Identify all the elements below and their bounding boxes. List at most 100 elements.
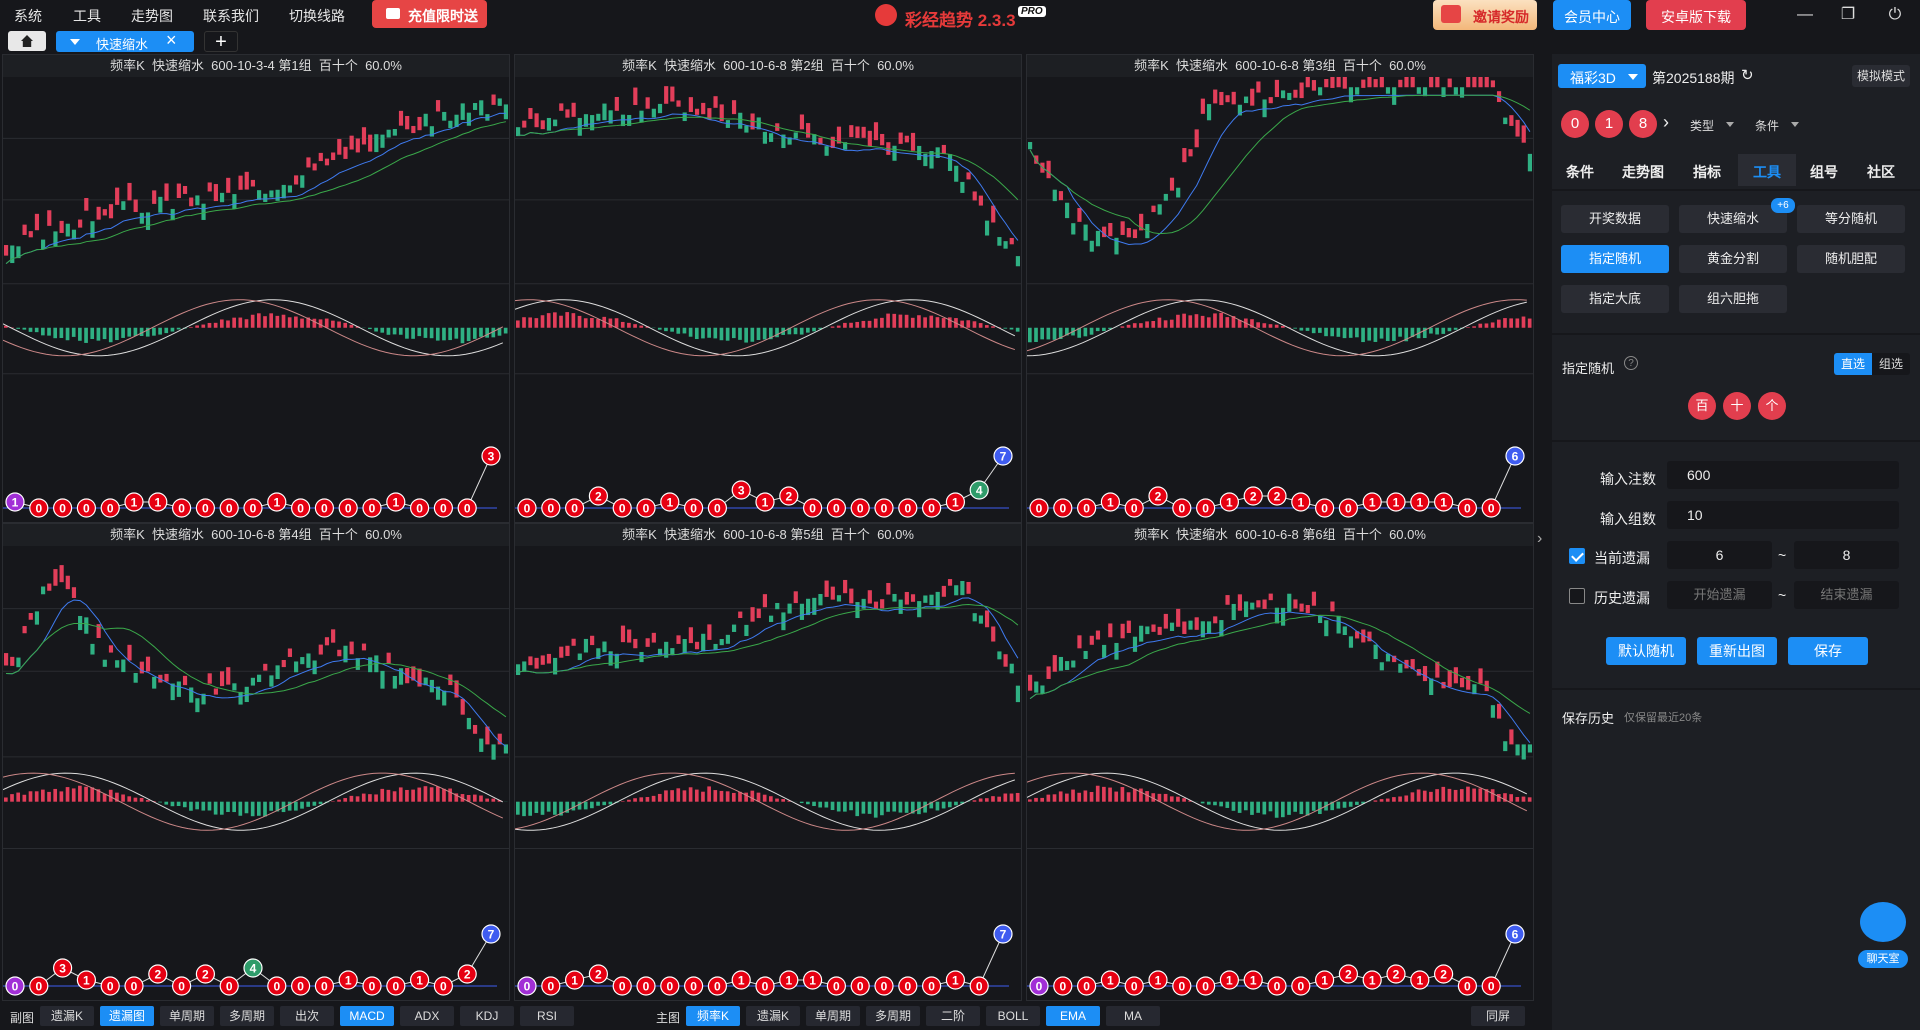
sub-btn-omit-chart[interactable]: 遗漏图: [100, 1006, 154, 1026]
candle: [645, 638, 650, 647]
omit-ball: 0: [922, 976, 942, 996]
default-random-button[interactable]: 默认随机: [1606, 637, 1686, 665]
main-btn-multi-period[interactable]: 多周期: [866, 1006, 920, 1026]
menu-contact[interactable]: 联系我们: [203, 8, 259, 24]
tool-random-banker[interactable]: 随机胆配: [1797, 245, 1905, 273]
type-select[interactable]: 类型: [1682, 112, 1740, 136]
chat-label: 聊天室: [1858, 950, 1908, 968]
group-select-toggle[interactable]: 组选: [1872, 353, 1910, 375]
menu-switch-line[interactable]: 切换线路: [289, 8, 345, 24]
candle: [435, 686, 441, 700]
tool-golden-split[interactable]: 黄金分割: [1679, 245, 1787, 273]
main-btn-freq-k[interactable]: 频率K: [686, 1006, 740, 1026]
help-icon[interactable]: ?: [1624, 356, 1638, 370]
candle: [1163, 613, 1168, 629]
current-omit-from-input[interactable]: 6: [1667, 541, 1772, 569]
recharge-button[interactable]: 充值限时送: [372, 0, 487, 28]
sub-btn-rsi[interactable]: RSI: [520, 1006, 574, 1026]
chat-room-button[interactable]: 聊天室: [1858, 902, 1908, 972]
android-download-button[interactable]: 安卓版下载: [1646, 0, 1746, 30]
sub-btn-multi-period[interactable]: 多周期: [220, 1006, 274, 1026]
pos-hundreds-button[interactable]: 百: [1688, 392, 1716, 420]
tool-group6-drag[interactable]: 组六胆拖: [1679, 285, 1787, 313]
pos-tens-button[interactable]: 十: [1723, 392, 1751, 420]
tool-equal-random[interactable]: 等分随机: [1797, 205, 1905, 233]
current-omit-checkbox[interactable]: [1569, 548, 1585, 564]
condition-select[interactable]: 条件: [1747, 112, 1805, 136]
candle: [281, 659, 286, 668]
pos-units-button[interactable]: 个: [1758, 392, 1786, 420]
chart-panel-5: 频率K 快速缩水 600-10-6-8 第5组 百十个 60.0% 0 0 1 2 0 0 0…: [514, 523, 1022, 1001]
omit-ball: 0: [338, 498, 358, 518]
sub-btn-occurrence[interactable]: 出次: [280, 1006, 334, 1026]
candle: [1515, 744, 1520, 756]
candle: [1182, 621, 1187, 635]
menu-system[interactable]: 系统: [14, 8, 42, 24]
omit-ball: 6: [1505, 924, 1525, 944]
main-btn-boll[interactable]: BOLL: [986, 1006, 1040, 1026]
power-icon[interactable]: ⏻: [1888, 6, 1902, 23]
groups-input[interactable]: 10: [1667, 501, 1899, 529]
candle: [830, 586, 835, 600]
save-button[interactable]: 保存: [1788, 637, 1868, 665]
main-btn-omit-k[interactable]: 遗漏K: [746, 1006, 800, 1026]
tab-community[interactable]: 社区: [1867, 164, 1895, 180]
candle: [1083, 224, 1088, 241]
tab-quick-shrink[interactable]: 快速缩水 ×: [56, 30, 194, 52]
redraw-button[interactable]: 重新出图: [1697, 637, 1777, 665]
same-screen-button[interactable]: 同屏: [1471, 1006, 1525, 1026]
tool-specified-base[interactable]: 指定大底: [1561, 285, 1669, 313]
tab-indicators[interactable]: 指标: [1693, 164, 1721, 180]
tab-conditions[interactable]: 条件: [1566, 164, 1594, 180]
main-btn-second-order[interactable]: 二阶: [926, 1006, 980, 1026]
direct-select-toggle[interactable]: 直选: [1834, 353, 1872, 375]
bets-input[interactable]: 600: [1667, 461, 1899, 489]
main-btn-ema[interactable]: EMA: [1046, 1006, 1100, 1026]
sub-btn-macd[interactable]: MACD: [340, 1006, 394, 1026]
candle: [1139, 625, 1144, 642]
omit-ball: 0: [362, 498, 382, 518]
candle: [1336, 615, 1341, 634]
menu-tools[interactable]: 工具: [73, 8, 101, 24]
omit-ball: 0: [314, 498, 334, 518]
sub-btn-adx[interactable]: ADX: [400, 1006, 454, 1026]
current-omit-to-input[interactable]: 8: [1794, 541, 1899, 569]
tab-groups[interactable]: 组号: [1810, 164, 1838, 180]
candle: [1453, 667, 1458, 684]
candle: [855, 602, 860, 619]
candle: [651, 108, 656, 118]
member-center-button[interactable]: 会员中心: [1553, 0, 1631, 30]
refresh-icon[interactable]: ↻: [1741, 67, 1754, 84]
lottery-select[interactable]: 福彩3D: [1558, 64, 1646, 88]
collapse-chevron-icon[interactable]: ›: [1537, 530, 1543, 547]
tab-trend[interactable]: 走势图: [1622, 164, 1664, 180]
candle: [454, 680, 459, 698]
close-icon[interactable]: ×: [166, 30, 177, 50]
tab-tools[interactable]: 工具: [1753, 164, 1781, 180]
sub-btn-kdj[interactable]: KDJ: [460, 1006, 514, 1026]
menu-trend[interactable]: 走势图: [131, 8, 173, 24]
svg-text:1: 1: [345, 974, 352, 988]
chevron-right-icon[interactable]: ›: [1663, 112, 1669, 132]
sub-btn-omit-k[interactable]: 遗漏K: [40, 1006, 94, 1026]
history-omit-checkbox[interactable]: [1569, 588, 1585, 604]
sub-btn-single-period[interactable]: 单周期: [160, 1006, 214, 1026]
history-omit-to-input[interactable]: 结束遗漏: [1794, 581, 1899, 609]
candle: [799, 114, 805, 130]
restore-icon[interactable]: ❐: [1840, 6, 1856, 23]
minimize-icon[interactable]: —: [1797, 6, 1813, 23]
main-btn-ma[interactable]: MA: [1106, 1006, 1160, 1026]
home-button[interactable]: [8, 31, 46, 51]
tool-quick-shrink[interactable]: 快速缩水: [1679, 205, 1787, 233]
candle: [738, 611, 743, 618]
tool-specified-random[interactable]: 指定随机: [1561, 245, 1669, 273]
divider: [1552, 333, 1920, 335]
candle: [454, 114, 459, 128]
simulate-mode-button[interactable]: 模拟模式: [1852, 65, 1910, 87]
tool-draw-data[interactable]: 开奖数据: [1561, 205, 1669, 233]
add-tab-button[interactable]: +: [204, 31, 238, 53]
candle: [133, 199, 138, 213]
main-btn-single-period[interactable]: 单周期: [806, 1006, 860, 1026]
invite-button[interactable]: 邀请奖励: [1433, 0, 1537, 30]
history-omit-from-input[interactable]: 开始遗漏: [1667, 581, 1772, 609]
